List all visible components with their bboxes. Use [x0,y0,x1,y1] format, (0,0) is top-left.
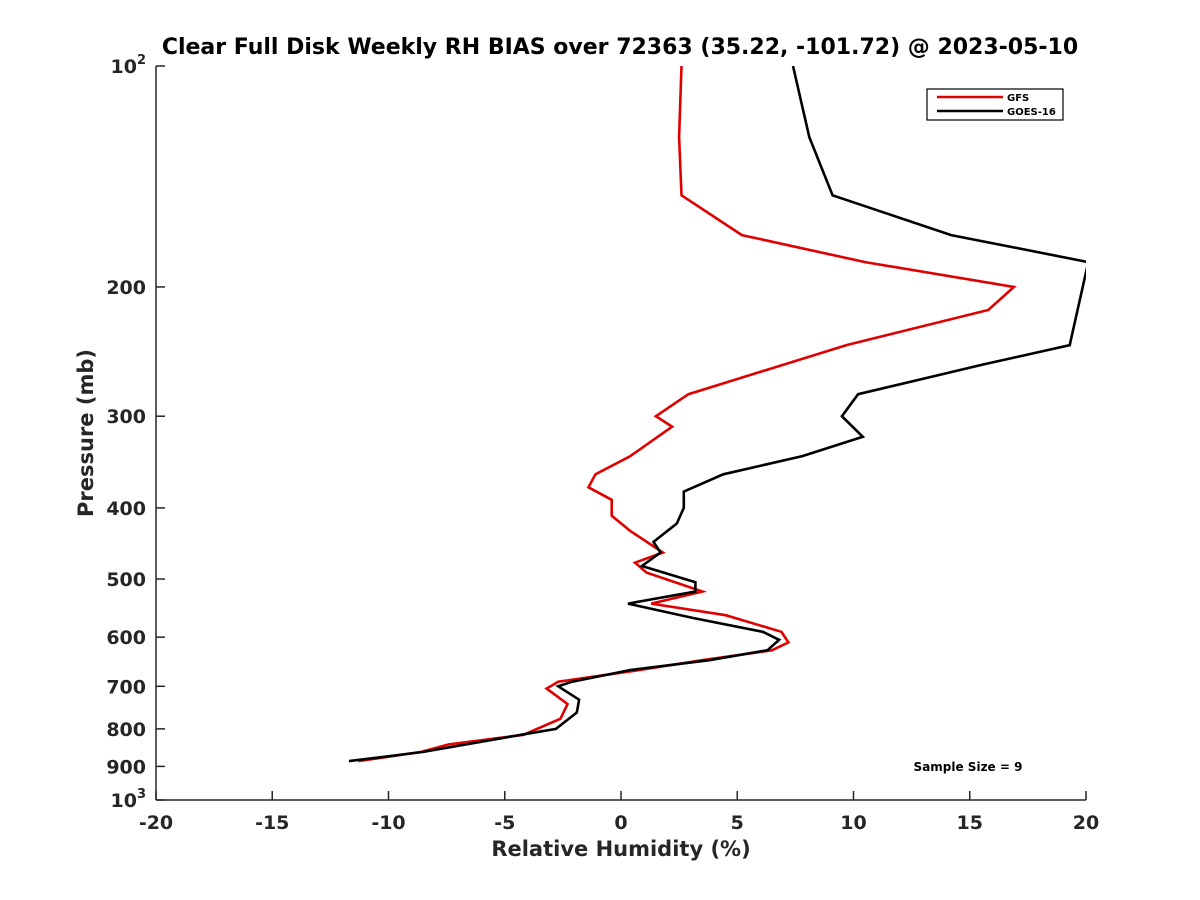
x-tick-label: -5 [494,812,515,834]
y-tick-label: 800 [106,719,146,741]
legend-box [926,88,1064,121]
x-tick-label: -15 [255,812,289,834]
y-tick-label: 300 [106,406,146,428]
y-tick-label: 600 [106,627,146,649]
sample-size-annotation: Sample Size = 9 [914,760,1023,774]
x-axis-label: Relative Humidity (%) [491,837,750,861]
legend-label-goes16: GOES-16 [1007,107,1056,118]
x-tick-label: -20 [139,812,173,834]
legend-label-gfs: GFS [1007,93,1029,104]
plot-area [348,66,1086,763]
x-tick-label: 20 [1073,812,1099,834]
y-tick-label: 900 [106,756,146,778]
y-axis-label: Pressure (mb) [74,349,98,517]
x-tick-label: 15 [957,812,983,834]
y-tick-label: 102 [111,53,147,78]
series-line-gfs [358,66,1017,763]
y-ticks: 102 200 300 400 500 600 700 800 900 103 [106,53,165,812]
y-tick-label: 103 [111,787,147,812]
y-tick-label: 200 [106,277,146,299]
chart-title: Clear Full Disk Weekly RH BIAS over 7236… [162,35,1078,60]
x-ticks: -20 -15 -10 -5 0 5 10 15 20 [139,791,1099,834]
y-tick-label: 500 [106,569,146,591]
x-tick-label: -10 [371,812,405,834]
series-line-goes16 [348,66,1086,763]
x-tick-label: 0 [614,812,627,834]
y-tick-label: 400 [106,498,146,520]
legend: GFS GOES-16 [926,88,1064,121]
x-tick-label: 10 [840,812,866,834]
x-tick-label: 5 [731,812,744,834]
y-tick-label: 700 [106,676,146,698]
